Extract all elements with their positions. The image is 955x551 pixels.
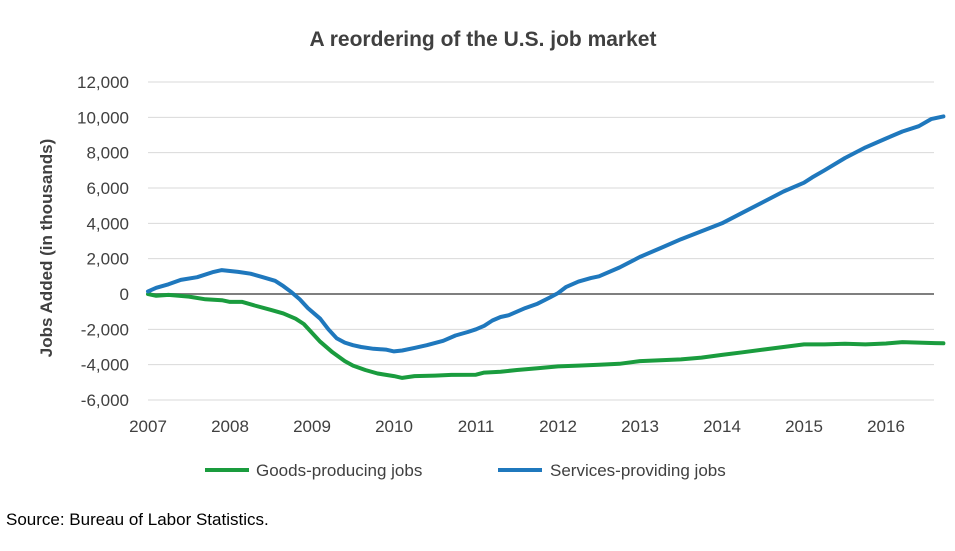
y-tick-label: 6,000 [86, 179, 129, 198]
x-tick-label: 2007 [129, 417, 167, 436]
y-tick-label: -4,000 [81, 356, 129, 375]
gridlines [148, 81, 934, 401]
y-axis-label: Jobs Added (in thousands) [37, 139, 56, 357]
x-tick-label: 2010 [375, 417, 413, 436]
y-tick-label: -6,000 [81, 391, 129, 410]
y-axis-ticks: -6,000 -4,000 -2,000 0 2,000 4,000 6,000 8,000 1… [77, 73, 129, 410]
x-tick-label: 2011 [458, 417, 495, 436]
y-tick-label: 4,000 [86, 214, 129, 233]
chart-title: A reordering of the U.S. job market [310, 28, 657, 51]
series-line-goods-producing [146, 292, 946, 380]
y-tick-label: -2,000 [81, 320, 129, 339]
y-tick-label: 8,000 [86, 144, 129, 163]
y-tick-label: 0 [120, 285, 129, 304]
legend: Goods-producing jobs Services-providing j… [205, 461, 726, 480]
legend-label: Services-providing jobs [550, 461, 726, 480]
y-tick-label: 12,000 [77, 73, 129, 92]
series-line-services-providing [146, 114, 946, 354]
x-axis-ticks: 2007 2008 2009 2010 2011 2012 2013 2014 2015 2016 [129, 417, 905, 436]
x-tick-label: 2009 [293, 417, 331, 436]
x-tick-label: 2015 [785, 417, 823, 436]
source-note: Source: Bureau of Labor Statistics. [6, 510, 269, 529]
series-lines [146, 114, 946, 380]
x-tick-label: 2014 [703, 417, 741, 436]
x-tick-label: 2016 [867, 417, 905, 436]
legend-label: Goods-producing jobs [256, 461, 422, 480]
y-tick-label: 10,000 [77, 108, 129, 127]
y-tick-label: 2,000 [86, 250, 129, 269]
x-tick-label: 2008 [211, 417, 249, 436]
x-tick-label: 2013 [621, 417, 659, 436]
x-tick-label: 2012 [539, 417, 577, 436]
